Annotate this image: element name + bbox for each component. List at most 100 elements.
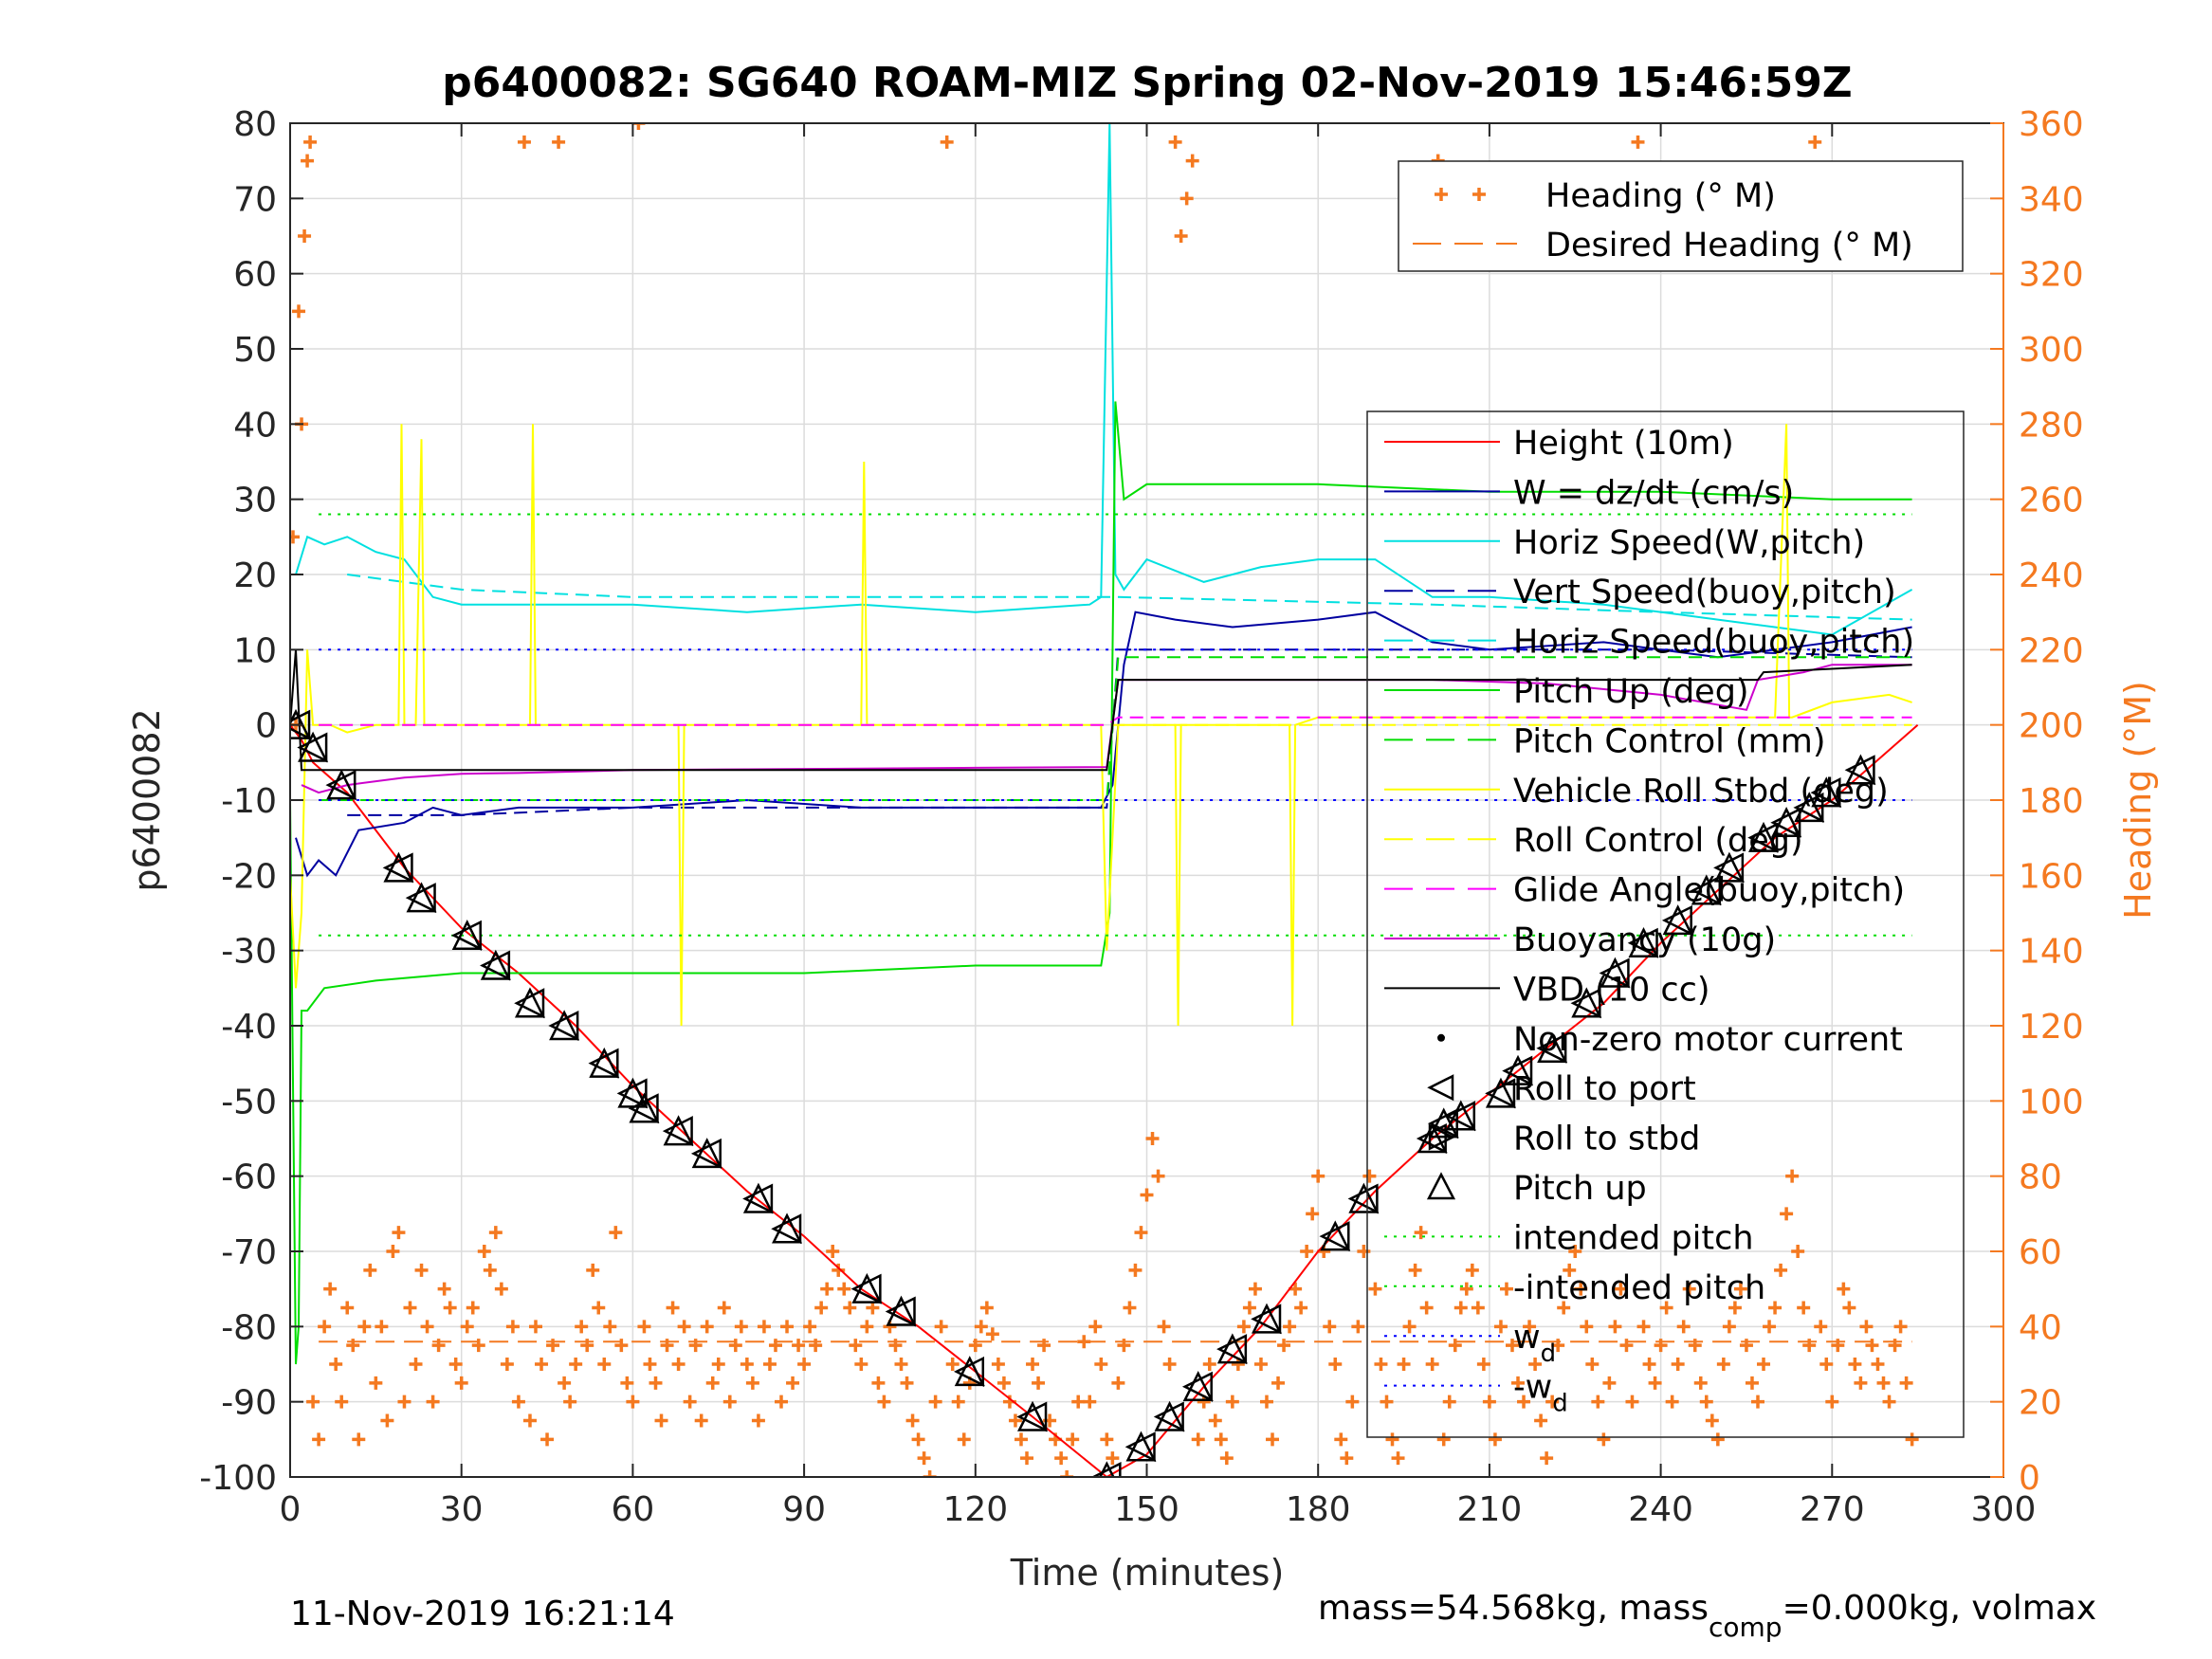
y-tick-label: -70 (221, 1233, 277, 1272)
roll-to-port-marker (1661, 904, 1692, 936)
roll-to-port-marker (885, 1296, 916, 1327)
pitch-up-marker (1600, 957, 1631, 988)
roll-to-port-marker (1502, 1055, 1533, 1086)
pitch-up-marker (1251, 1303, 1283, 1334)
heading-point (1202, 1358, 1216, 1371)
heading-point (1162, 1358, 1177, 1371)
series-line (290, 649, 1912, 772)
heading-point (1094, 1358, 1108, 1371)
heading-point (1323, 1320, 1337, 1334)
heading-point (722, 1395, 737, 1409)
heading-point (1757, 1358, 1771, 1371)
heading-point (1716, 1358, 1730, 1371)
y-tick-label: 0 (255, 707, 277, 746)
pitch-up-marker (451, 920, 483, 951)
y2-tick-label: 20 (2019, 1384, 2062, 1423)
roll-to-port-marker (1090, 1461, 1122, 1477)
heading-point (352, 1432, 366, 1447)
roll-to-port-marker (450, 920, 482, 951)
heading-point (671, 1358, 686, 1371)
roll-to-port-marker (1427, 1108, 1458, 1139)
heading-point (1145, 1132, 1160, 1145)
roll-to-port-marker (325, 770, 356, 801)
roll-to-port-marker (1770, 807, 1801, 838)
heading-point (1397, 1358, 1411, 1371)
heading-point (1780, 1207, 1794, 1221)
heading-point (609, 1226, 623, 1240)
pitch-up-marker (1537, 1032, 1568, 1064)
legend-label: Non-zero motor current (1513, 1021, 1903, 1059)
roll-to-port-marker (480, 950, 511, 981)
heading-point (1208, 1413, 1222, 1428)
x-tick-label: 30 (440, 1490, 484, 1529)
pitch-up-marker (1713, 851, 1745, 883)
heading-point (1311, 1169, 1325, 1183)
roll-to-port-marker (1690, 875, 1722, 906)
heading-point (826, 1245, 840, 1258)
heading-point (775, 1395, 789, 1409)
heading-point (957, 1432, 971, 1447)
legend-label: Pitch up (1513, 1170, 1647, 1208)
heading-point (1540, 1451, 1554, 1466)
legend-top-swatch (1435, 188, 1448, 201)
heading-point (871, 1376, 886, 1390)
pitch-up-marker (954, 1356, 985, 1387)
heading-point (854, 1358, 868, 1371)
pitch-up-marker (1571, 987, 1602, 1018)
heading-point (717, 1301, 731, 1315)
roll-to-port-marker (1599, 957, 1630, 989)
heading-point (1289, 1282, 1303, 1296)
pitch-up-marker (1445, 1100, 1476, 1131)
pitch-up-marker (1017, 1400, 1049, 1431)
series-line (290, 723, 1919, 1477)
heading-point (974, 1320, 988, 1334)
heading-point (1751, 1395, 1764, 1409)
heading-point (1854, 1376, 1868, 1390)
pitch-up-marker (406, 882, 437, 913)
heading-point (290, 530, 301, 544)
roll-to-port-marker (953, 1356, 985, 1387)
x-tick-label: 150 (1114, 1490, 1179, 1529)
y2-tick-label: 280 (2019, 406, 2084, 445)
heading-point (586, 1263, 600, 1277)
roll-to-port-marker (1627, 927, 1658, 958)
heading-point (414, 1263, 429, 1277)
roll-to-port-marker (1747, 822, 1779, 853)
heading-point (934, 1320, 948, 1334)
roll-to-port-marker (690, 1138, 722, 1169)
pitch-up-marker (298, 731, 329, 762)
footer-mass-tail: =0.000kg, volmax (1782, 1589, 2097, 1628)
heading-point (1185, 154, 1199, 168)
heading-point (363, 1263, 377, 1277)
heading-point (1893, 1320, 1908, 1334)
y2-axis-label: Heading (°M) (2117, 681, 2159, 920)
heading-point (1306, 1207, 1320, 1221)
heading-point (837, 1282, 851, 1296)
heading-point (558, 1376, 572, 1390)
heading-point (928, 1395, 942, 1409)
heading-point (357, 1320, 372, 1334)
legend-main: Height (10m) W = dz/dt (cm/s) Horiz Speed(… (1366, 410, 1965, 1438)
heading-point (705, 1376, 720, 1390)
heading-point (1642, 1358, 1656, 1371)
roll-to-port-marker (1124, 1431, 1156, 1463)
heading-point (1283, 1320, 1297, 1334)
heading-point (1671, 1358, 1685, 1371)
heading-point (298, 229, 312, 243)
heading-point (552, 135, 566, 149)
y-tick-label: -90 (221, 1384, 277, 1423)
heading-point (1899, 1376, 1913, 1390)
heading-point (1471, 1301, 1485, 1315)
heading-point (1580, 1320, 1594, 1334)
legend-label: Roll to stbd (1513, 1121, 1700, 1158)
heading-point (631, 123, 646, 130)
heading-point (1157, 1320, 1171, 1334)
legend-main-box (1366, 410, 1965, 1438)
heading-point (1499, 1282, 1513, 1296)
heading-point (1111, 1376, 1125, 1390)
heading-point (1442, 1395, 1456, 1409)
heading-point (1071, 1395, 1086, 1409)
event-markers (290, 708, 1876, 1477)
legend-label-sub: d (1541, 1340, 1557, 1368)
heading-point (563, 1395, 577, 1409)
